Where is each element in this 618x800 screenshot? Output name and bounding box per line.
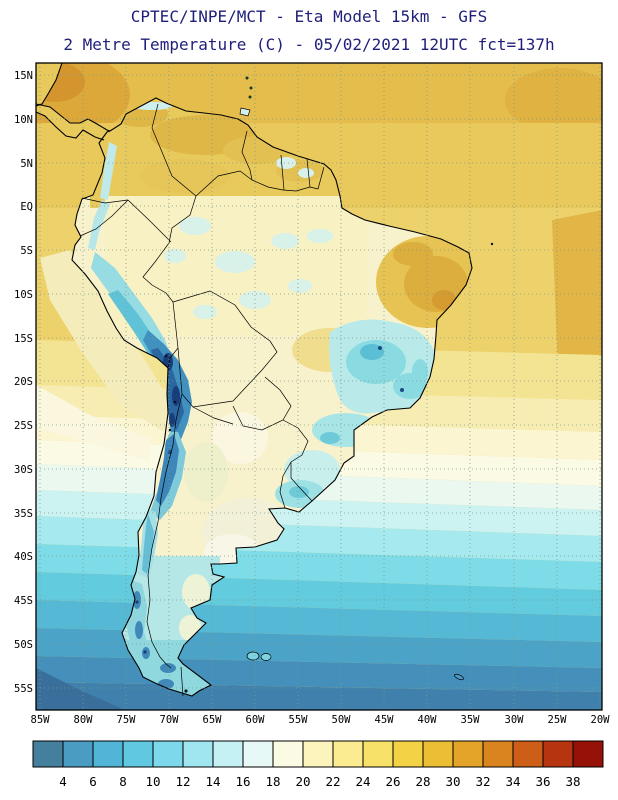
map-frame xyxy=(35,62,603,711)
islands xyxy=(239,76,494,681)
lat-label: 50S xyxy=(14,639,33,651)
lat-label: 15S xyxy=(14,333,33,345)
lon-label: 35W xyxy=(461,714,481,726)
colorbar-segment xyxy=(212,740,244,768)
colorbar-value: 32 xyxy=(475,774,490,789)
lon-label: 55W xyxy=(289,714,309,726)
lat-label: 45S xyxy=(14,595,33,607)
colorbar-value: 10 xyxy=(145,774,160,789)
lat-label: 35S xyxy=(14,508,33,520)
lat-label: 55S xyxy=(14,683,33,695)
colorbar-segment xyxy=(512,740,544,768)
lat-label: 30S xyxy=(14,464,33,476)
colorbar-value: 34 xyxy=(505,774,520,789)
lon-label: 40W xyxy=(418,714,438,726)
lon-label: 70W xyxy=(160,714,180,726)
lat-label: EQ xyxy=(20,201,33,213)
lon-label: 65W xyxy=(203,714,223,726)
colorbar-value: 14 xyxy=(205,774,220,789)
colorbar-value: 6 xyxy=(89,774,97,789)
colorbar-value: 38 xyxy=(565,774,580,789)
lon-label: 80W xyxy=(74,714,94,726)
colorbar-segment xyxy=(32,740,64,768)
colorbar-labels: 4 6 8 10 12 14 16 18 20 22 24 26 28 30 3… xyxy=(59,774,580,789)
lon-label: 75W xyxy=(117,714,137,726)
colorbar-segment xyxy=(152,740,184,768)
colorbar-segment xyxy=(332,740,364,768)
colorbar-value: 8 xyxy=(119,774,127,789)
latitude-labels: 15N 10N 5N EQ 5S 10S 15S 20S 25S 30S 35S… xyxy=(14,70,33,695)
colorbar-segment xyxy=(92,740,124,768)
lat-label: 5S xyxy=(20,245,33,257)
colorbar-segment xyxy=(182,740,214,768)
lon-label: 45W xyxy=(375,714,395,726)
colorbar-value: 30 xyxy=(445,774,460,789)
colorbar-value: 12 xyxy=(175,774,190,789)
title-line-2: 2 Metre Temperature (C) - 05/02/2021 12U… xyxy=(63,35,554,54)
lat-label: 10S xyxy=(14,289,33,301)
lat-label: 5N xyxy=(20,158,33,170)
colorbar-segment xyxy=(62,740,94,768)
lat-label: 25S xyxy=(14,420,33,432)
longitude-labels: 85W 80W 75W 70W 65W 60W 55W 50W 45W 40W … xyxy=(31,714,611,726)
colorbar-value: 4 xyxy=(59,774,67,789)
colorbar-segment xyxy=(242,740,274,768)
lat-label: 10N xyxy=(14,114,33,126)
lon-label: 85W xyxy=(31,714,51,726)
colorbar-segment xyxy=(122,740,154,768)
colorbar-segment xyxy=(452,740,484,768)
colorbar-value: 20 xyxy=(295,774,310,789)
lat-label: 40S xyxy=(14,551,33,563)
lat-label: 20S xyxy=(14,376,33,388)
colorbar-value: 22 xyxy=(325,774,340,789)
lon-label: 50W xyxy=(332,714,352,726)
colorbar-segment xyxy=(542,740,574,768)
lon-label: 25W xyxy=(548,714,568,726)
lon-label: 20W xyxy=(591,714,611,726)
colorbar-segment xyxy=(302,740,334,768)
lon-label: 60W xyxy=(246,714,266,726)
country-borders xyxy=(79,103,325,697)
colorbar-value: 16 xyxy=(235,774,250,789)
colorbar-value: 36 xyxy=(535,774,550,789)
colorbar-segment xyxy=(392,740,424,768)
lat-label: 15N xyxy=(14,70,33,82)
colorbar: 4 6 8 10 12 14 16 18 20 22 24 26 28 30 3… xyxy=(32,740,604,789)
colorbar-value: 18 xyxy=(265,774,280,789)
colorbar-value: 24 xyxy=(355,774,370,789)
colorbar-segment xyxy=(572,740,604,768)
colorbar-value: 28 xyxy=(415,774,430,789)
lon-label: 30W xyxy=(505,714,525,726)
colorbar-segment xyxy=(362,740,394,768)
coastlines xyxy=(36,63,473,697)
colorbar-value: 26 xyxy=(385,774,400,789)
colorbar-segment xyxy=(422,740,454,768)
title-line-1: CPTEC/INPE/MCT - Eta Model 15km - GFS xyxy=(131,7,487,26)
colorbar-segment xyxy=(482,740,514,768)
colorbar-segment xyxy=(272,740,304,768)
